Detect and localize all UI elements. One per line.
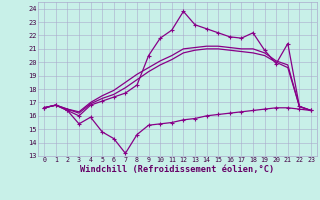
X-axis label: Windchill (Refroidissement éolien,°C): Windchill (Refroidissement éolien,°C) [80,165,275,174]
